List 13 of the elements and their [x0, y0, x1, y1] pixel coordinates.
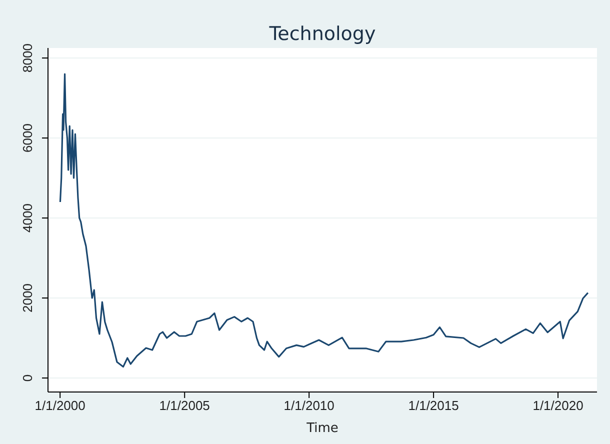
- line-series: [59, 73, 589, 368]
- x-tick-label: 1/1/2020: [532, 398, 584, 414]
- x-tick-label: 1/1/2000: [34, 398, 86, 414]
- y-tick-label: 8000: [20, 44, 35, 72]
- x-tick-label: 1/1/2005: [159, 398, 210, 414]
- y-tick-label: 4000: [20, 204, 35, 232]
- x-tick-label: 1/1/2015: [408, 398, 459, 414]
- y-tick-label: 2000: [20, 284, 35, 312]
- chart-title: Technology: [268, 23, 376, 45]
- y-tick-label: 6000: [20, 124, 35, 152]
- x-tick-label: 1/1/2010: [284, 398, 334, 414]
- y-tick-label: 0: [20, 374, 35, 382]
- x-axis-title: Time: [306, 421, 338, 436]
